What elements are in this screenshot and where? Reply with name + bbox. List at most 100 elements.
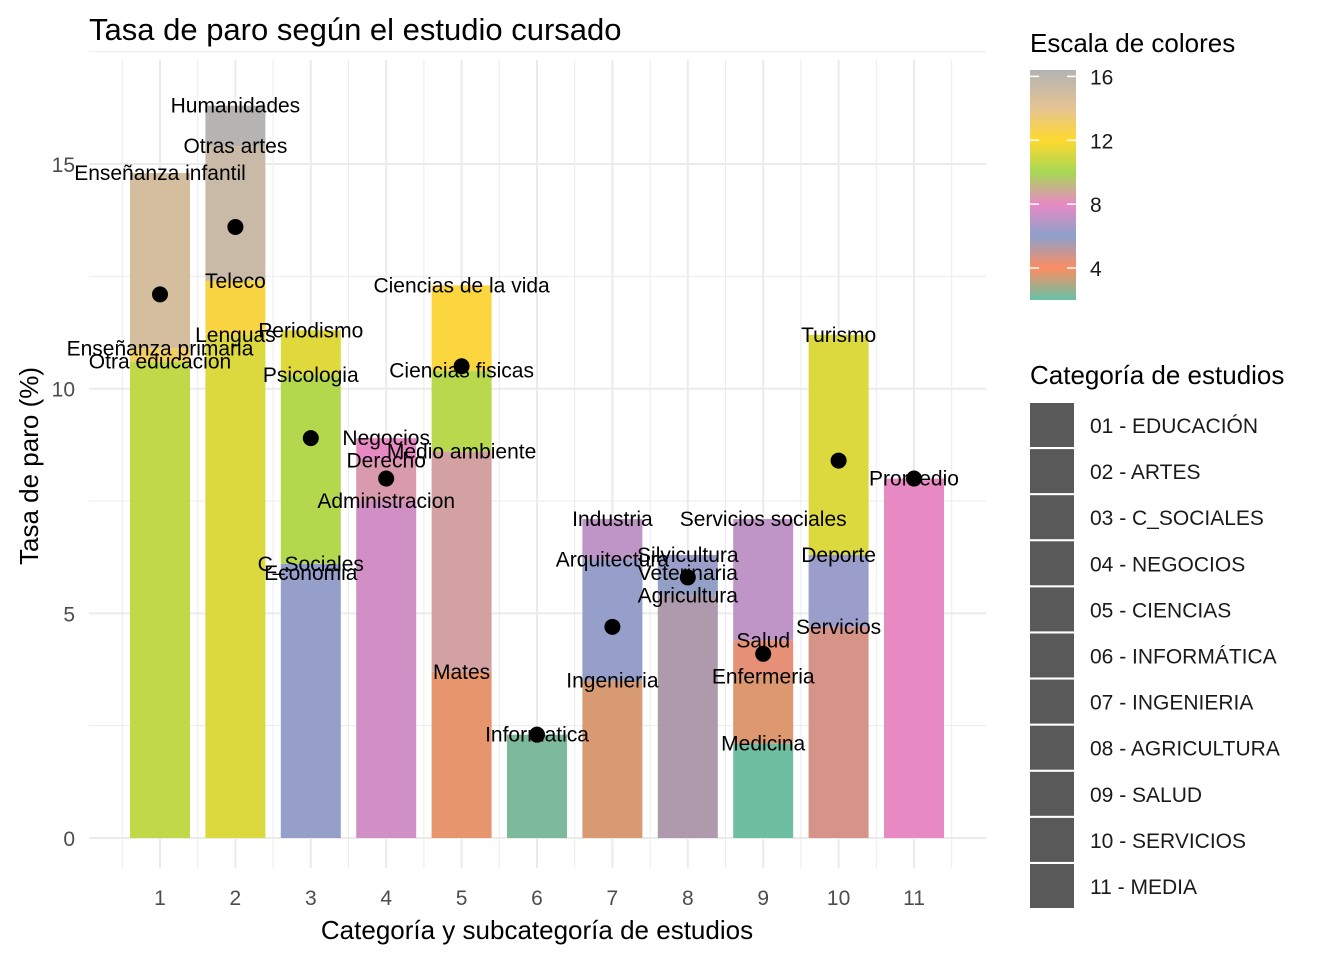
legend-key — [1030, 817, 1074, 862]
bar-label: Promedio — [869, 468, 959, 491]
color-scale-legend: Escala de colores 4 8 12 16 — [1030, 28, 1235, 300]
bar-segment — [205, 280, 266, 335]
x-tick-label: 2 — [230, 887, 242, 910]
bar-label: Humanidades — [171, 95, 301, 118]
bar-label: Servicios — [796, 616, 881, 639]
x-axis-ticks: 1 2 3 4 5 6 7 8 9 10 11 — [154, 887, 925, 910]
x-tick-label: 3 — [305, 887, 317, 910]
x-tick-label: 9 — [757, 887, 769, 910]
bar-label: Agricultura — [638, 584, 739, 607]
average-point — [529, 726, 545, 743]
bar-segment — [205, 105, 266, 147]
bar-segment — [582, 680, 643, 838]
legend-item-label: 10 - SERVICIOS — [1090, 830, 1246, 853]
legend-key — [1030, 725, 1074, 770]
legend-item-label: 09 - SALUD — [1090, 784, 1202, 807]
bar-segment — [884, 478, 944, 838]
bar-segment — [130, 173, 190, 349]
x-tick-label: 1 — [154, 887, 166, 910]
x-tick-label: 8 — [682, 887, 694, 910]
bars-layer — [130, 105, 944, 838]
bar-label: Ciencias fisicas — [389, 360, 534, 383]
bar-segment — [280, 375, 341, 564]
legend-item-label: 05 - CIENCIAS — [1090, 599, 1231, 622]
legend-key — [1030, 587, 1074, 632]
x-tick-label: 7 — [607, 887, 619, 910]
bar-segment — [130, 361, 190, 838]
bar-label: Medicina — [721, 733, 805, 756]
bar-label: Otra educacion — [89, 351, 231, 374]
bar-segment — [130, 348, 190, 362]
bar-label: Veterinaria — [638, 562, 739, 585]
bar-segment — [733, 743, 794, 838]
bar-label: C_Sociales — [258, 553, 364, 576]
legend-item-label: 04 - NEGOCIOS — [1090, 553, 1245, 576]
x-tick-label: 5 — [456, 887, 468, 910]
x-tick-label: 4 — [380, 887, 392, 910]
y-tick-label: 0 — [63, 828, 75, 851]
bar-label: Teleco — [205, 270, 266, 293]
legend-key — [1030, 403, 1074, 447]
bar-label: Silvicultura — [637, 544, 739, 567]
average-point — [755, 645, 772, 662]
average-point — [378, 470, 395, 487]
color-scale-bar — [1030, 70, 1076, 300]
average-point — [152, 286, 168, 303]
legend-item-label: 06 - INFORMÁTICA — [1090, 646, 1277, 669]
legend-key — [1030, 679, 1074, 724]
legend-key — [1030, 864, 1074, 908]
chart-title: Tasa de paro según el estudio cursado — [89, 12, 622, 47]
legend-item-label: 07 - INGENIERIA — [1090, 692, 1253, 715]
average-point — [227, 218, 244, 235]
y-axis-title: Tasa de paro (%) — [14, 367, 44, 565]
bar-label: Turismo — [801, 324, 876, 347]
legend-item-label: 08 - AGRICULTURA — [1090, 738, 1280, 761]
bar-label: Ingenieria — [566, 670, 659, 693]
bar-segment — [808, 626, 869, 838]
category-legend: Categoría de estudios 01 - EDUCACIÓN 02 -… — [1030, 360, 1284, 908]
color-scale-tick-label: 12 — [1090, 130, 1113, 153]
bar-segment — [733, 676, 794, 744]
bar-label: Industria — [572, 508, 653, 531]
bar-segment — [733, 518, 794, 641]
color-scale-title: Escala de colores — [1030, 28, 1235, 58]
bar-label: Negocios — [342, 427, 430, 450]
x-tick-label: 10 — [827, 887, 850, 910]
bar-segment — [657, 554, 718, 573]
legend-item-label: 01 - EDUCACIÓN — [1090, 415, 1258, 438]
bar-segment — [280, 572, 341, 838]
x-tick-label: 11 — [903, 887, 925, 910]
bar-label: Mates — [433, 661, 490, 684]
bar-label: Psicologia — [263, 364, 359, 387]
category-legend-title: Categoría de estudios — [1030, 360, 1284, 390]
bar-label: Derecho — [347, 450, 426, 473]
legend-item-label: 11 - MEDIA — [1090, 876, 1197, 899]
bar-label: Enseñanza infantil — [74, 162, 246, 185]
bar-label: Enseñanza primaria — [67, 337, 254, 360]
bar-segment — [808, 554, 869, 627]
average-point — [453, 358, 470, 375]
bar-label: Lenguas — [195, 324, 276, 347]
legend-key — [1030, 633, 1074, 678]
x-axis-title: Categoría y subcategoría de estudios — [321, 915, 753, 945]
bar-label: Periodismo — [258, 319, 363, 342]
bar-label: Administracion — [317, 490, 455, 513]
bar-label: Medio ambiente — [387, 441, 536, 464]
color-scale-tick-label: 8 — [1090, 194, 1102, 217]
average-point — [679, 569, 696, 586]
bar-label: Otras artes — [183, 135, 287, 158]
y-tick-label: 5 — [63, 603, 75, 626]
legend-key — [1030, 449, 1074, 494]
bar-segment — [280, 563, 341, 573]
average-point — [906, 470, 922, 487]
average-point — [604, 618, 621, 635]
legend-item-label: 02 - ARTES — [1090, 461, 1201, 484]
bar-segment — [356, 501, 417, 838]
bar-segment — [808, 334, 869, 555]
legend-key — [1030, 771, 1074, 816]
bar-segment — [280, 330, 341, 376]
bar-segment — [205, 146, 266, 281]
bar-label: Informatica — [485, 724, 589, 747]
